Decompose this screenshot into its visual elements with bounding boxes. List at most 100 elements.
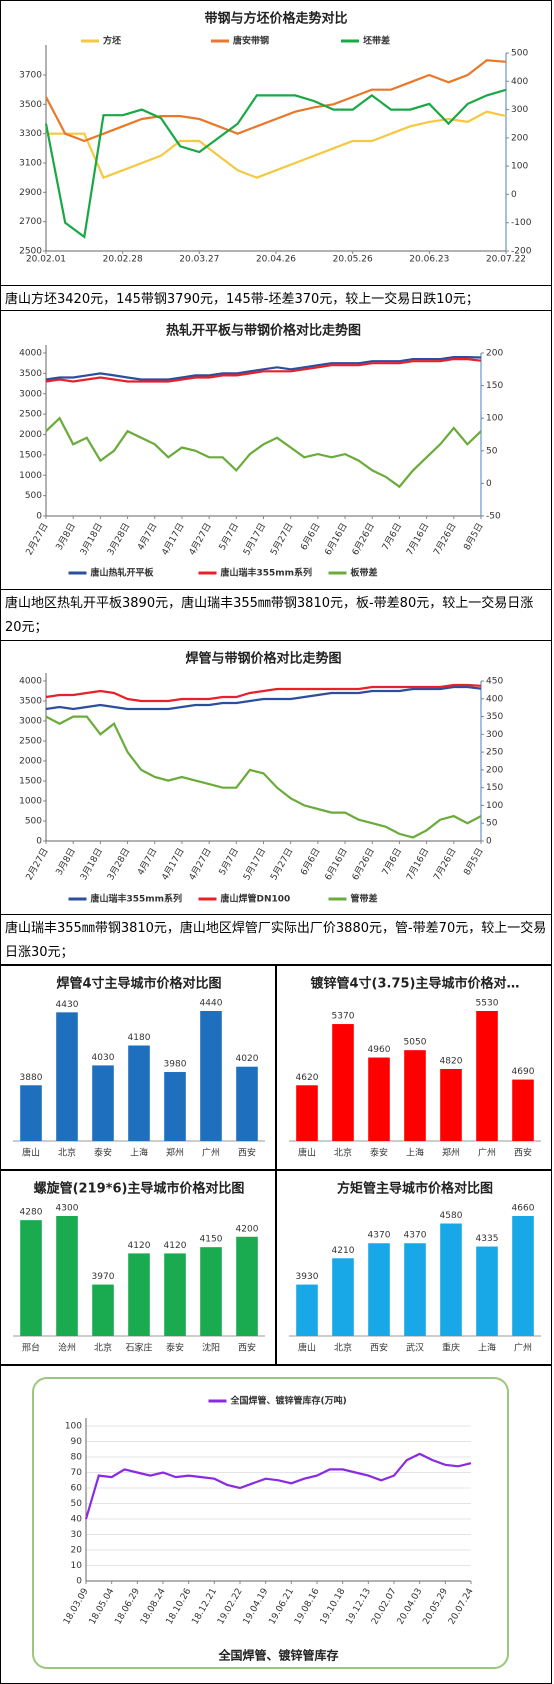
y-tick-label: 2500 — [19, 737, 42, 747]
data-label: 4370 — [404, 1231, 427, 1241]
chart-panel: 全国焊管、镀锌管库存 0 10 20 30 40 50 60 70 80 90 100 18.03.09… — [0, 1365, 552, 1684]
y2-tick-label: 100 — [511, 162, 528, 172]
x-tick-label: 6月26日 — [350, 846, 377, 882]
bar — [332, 1024, 354, 1141]
chart-panel: 镀锌管4寸(3.75)主导城市价格对… 4620 唐山 5370 北京 4960 泰安 505… — [276, 965, 552, 1170]
data-label: 3980 — [164, 1060, 187, 1070]
bar — [332, 1258, 354, 1336]
legend-label: 管带差 — [351, 893, 378, 905]
y-tick-label: 0 — [76, 1577, 82, 1587]
chart: 镀锌管4寸(3.75)主导城市价格对… 4620 唐山 5370 北京 4960 泰安 505… — [289, 976, 541, 1159]
x-tick-label: 20.04.26 — [256, 255, 296, 265]
x-tick-label: 泰安 — [166, 1342, 184, 1354]
x-tick-label: 20.02.01 — [26, 255, 66, 265]
y2-tick-label: 50 — [486, 819, 498, 829]
x-tick-label: 6月6日 — [298, 846, 322, 877]
legend-label: 方坯 — [103, 35, 121, 47]
data-label: 5370 — [332, 1012, 355, 1022]
x-tick-label: 20.02.28 — [103, 255, 143, 265]
chart-title: 热轧开平板与带钢价格对比走势图 — [166, 323, 361, 339]
x-tick-label: 3月8日 — [54, 846, 78, 877]
y-tick-label: 3700 — [19, 71, 42, 81]
legend-label: 唐山瑞丰355mm系列 — [91, 893, 183, 905]
bar — [296, 1085, 318, 1141]
data-label: 4120 — [164, 1241, 187, 1251]
bar — [404, 1050, 426, 1141]
caption: 唐山瑞丰355㎜带钢3810元，唐山地区焊管厂实际出厂价3880元，管-带差70… — [0, 915, 552, 965]
data-label: 4180 — [128, 1033, 151, 1043]
x-tick-label: 邢台 — [22, 1342, 40, 1354]
y2-tick-label: 200 — [486, 349, 503, 359]
x-tick-label: 3月28日 — [105, 846, 132, 882]
x-tick-label: 20.07.22 — [486, 255, 526, 265]
legend-label: 唐山瑞丰355mm系列 — [221, 567, 313, 579]
x-tick-label: 20.05.26 — [333, 255, 373, 265]
x-tick-label: 郑州 — [166, 1147, 184, 1159]
y-tick-label: 3500 — [19, 697, 42, 707]
data-label: 3970 — [92, 1272, 115, 1282]
x-tick-label: 7月26日 — [431, 521, 458, 557]
legend-label: 坯带差 — [363, 35, 390, 47]
x-tick-label: 上海 — [130, 1147, 148, 1159]
x-tick-label: 4月17日 — [160, 521, 187, 557]
y2-tick-label: 100 — [486, 801, 503, 811]
caption: 唐山地区热轧开平板3890元，唐山瑞丰355㎜带钢3810元，板-带差80元，较… — [0, 590, 552, 640]
bar — [512, 1079, 534, 1141]
series-line — [45, 355, 482, 381]
x-tick-label: 北京 — [94, 1342, 112, 1354]
x-tick-label: 西安 — [238, 1147, 256, 1159]
y-tick-label: 2500 — [19, 247, 42, 257]
bar — [476, 1246, 498, 1336]
x-tick-label: 4月17日 — [160, 846, 187, 882]
data-label: 4960 — [368, 1045, 391, 1055]
series-line — [45, 357, 482, 383]
data-label: 4820 — [440, 1056, 463, 1066]
series-line — [45, 416, 482, 489]
y-tick-label: 100 — [65, 1422, 82, 1432]
x-tick-label: 7月6日 — [380, 521, 404, 552]
y-tick-label: 2900 — [19, 188, 42, 198]
data-label: 5050 — [404, 1038, 427, 1048]
chart-panel: 热轧开平板与带钢价格对比走势图 0 500 1000 1500 2000 2500 3000 3… — [0, 310, 552, 590]
y-tick-label: 1500 — [19, 777, 42, 787]
bar — [56, 1216, 78, 1336]
y-tick-label: 4000 — [19, 349, 42, 359]
x-tick-label: 3月18日 — [78, 846, 105, 882]
bar — [476, 1011, 498, 1141]
y2-tick-label: 350 — [486, 712, 503, 722]
data-label: 4280 — [20, 1208, 43, 1218]
chart-panel: 焊管与带钢价格对比走势图 0 500 1000 1500 2000 2500 3000 3500… — [0, 640, 552, 915]
y-tick-label: 40 — [71, 1515, 83, 1525]
frame — [32, 1377, 509, 1669]
bar — [200, 1011, 222, 1141]
y-tick-label: 60 — [71, 1484, 83, 1494]
y-tick-label: 2500 — [19, 410, 42, 420]
bar — [164, 1253, 186, 1336]
x-tick-label: 广州 — [514, 1342, 532, 1354]
bar — [56, 1012, 78, 1141]
y2-tick-label: 0 — [511, 190, 517, 200]
x-tick-label: 5月7日 — [217, 846, 241, 877]
y-tick-label: 50 — [71, 1499, 83, 1509]
data-label: 3880 — [20, 1073, 43, 1083]
bar — [368, 1243, 390, 1336]
x-tick-label: 7月26日 — [431, 846, 458, 882]
y-tick-label: 2700 — [19, 217, 42, 227]
x-tick-label: 8月5日 — [462, 846, 486, 877]
series-line — [46, 110, 507, 180]
data-label: 4020 — [236, 1054, 259, 1064]
x-tick-label: 重庆 — [442, 1342, 460, 1354]
y2-tick-label: 450 — [486, 677, 503, 687]
x-tick-label: 20.03.27 — [179, 255, 219, 265]
chart-title: 镀锌管4寸(3.75)主导城市价格对… — [310, 976, 519, 992]
chart-title: 焊管4寸主导城市价格对比图 — [56, 976, 221, 992]
y2-tick-label: -50 — [486, 512, 501, 522]
y2-tick-label: 50 — [486, 446, 498, 456]
x-tick-label: 沈阳 — [202, 1342, 220, 1354]
bar — [92, 1065, 114, 1141]
x-tick-label: 沧州 — [58, 1342, 76, 1354]
y-tick-label: 1000 — [19, 471, 42, 481]
y-tick-label: 2000 — [19, 757, 42, 767]
data-label: 4690 — [512, 1067, 535, 1077]
data-label: 4620 — [296, 1073, 319, 1083]
